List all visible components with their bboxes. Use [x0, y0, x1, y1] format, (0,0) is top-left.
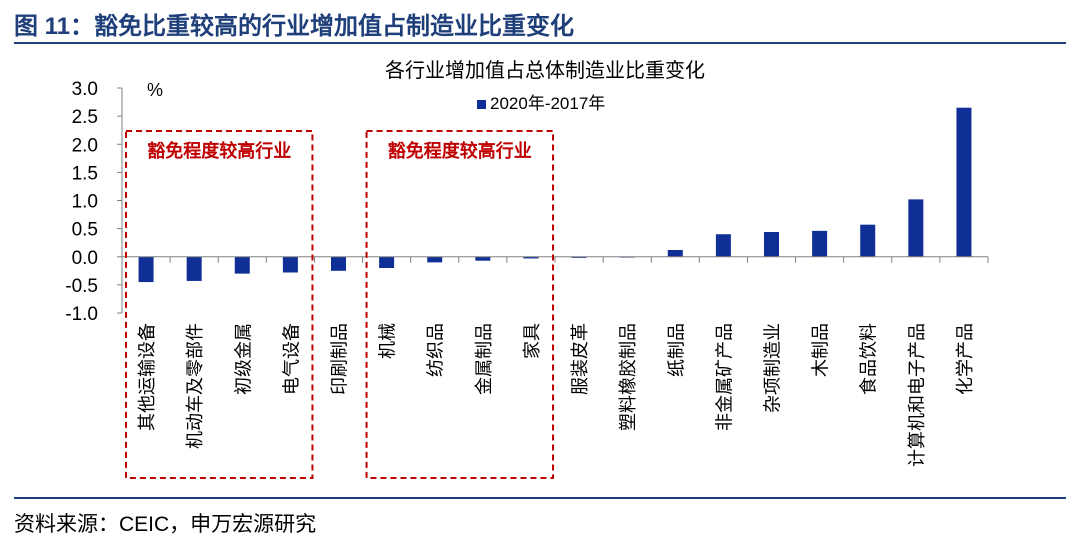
bars: [138, 107, 972, 283]
y-unit-label: %: [147, 80, 163, 100]
bar: [427, 256, 443, 263]
bar: [812, 230, 828, 257]
source-divider: [14, 497, 1066, 499]
bar: [282, 256, 298, 273]
axes: [117, 87, 989, 314]
annotation-boxes: 豁免程度较高行业 豁免程度较高行业: [125, 130, 554, 479]
bar: [523, 256, 539, 259]
annotation-box: [365, 130, 554, 479]
bar: [379, 256, 395, 268]
legend-swatch: [477, 100, 486, 109]
x-tick-label: 家具: [522, 323, 542, 359]
bar-chart: 各行业增加值占总体制造业比重变化 % 2020年-2017年 3.0 2.5 2.0…: [65, 59, 989, 479]
annotation-box: [125, 130, 314, 479]
x-tick-label: 杂项制造业: [763, 323, 783, 413]
bar: [138, 256, 154, 283]
annotation-label: 豁免程度较高行业: [388, 140, 532, 161]
x-tick-label: 机动车及零部件: [185, 323, 205, 449]
x-tick-label: 纺织品: [426, 323, 446, 377]
y-axis-tick-labels: 3.0 2.5 2.0 1.5 1.0 0.5 0.0 -0.5 -1.0: [65, 79, 98, 325]
bar: [764, 232, 779, 257]
x-tick-label: 非金属矿产品: [714, 323, 734, 431]
y-tick-label: -1.0: [65, 304, 98, 325]
x-tick-label: 木制品: [811, 323, 831, 377]
bar: [956, 107, 972, 257]
y-tick-label: 2.5: [72, 107, 98, 128]
bar: [475, 256, 491, 261]
x-tick-label: 计算机和电子产品: [907, 323, 927, 467]
x-tick-label: 食品饮料: [859, 323, 879, 395]
bar: [667, 250, 683, 257]
y-tick-label: 2.0: [72, 135, 98, 156]
legend: 2020年-2017年: [477, 94, 605, 113]
figure-title: 图 11：豁免比重较高的行业增加值占制造业比重变化: [14, 13, 575, 40]
y-tick-label: 3.0: [72, 79, 98, 100]
x-tick-label: 初级金属: [233, 323, 253, 395]
bar: [571, 256, 587, 258]
x-tick-label: 塑料橡胶制品: [618, 323, 638, 431]
source-note: 资料来源：CEIC，申万宏源研究: [14, 513, 317, 536]
y-tick-label: -0.5: [65, 276, 98, 297]
x-tick-label: 电气设备: [281, 323, 301, 395]
bar: [331, 256, 346, 271]
x-axis-tick-labels: 其他运输设备 机动车及零部件 初级金属 电气设备 印刷制品 机械 纺织品 金属制品 家具 服装皮革…: [137, 323, 975, 467]
legend-label: 2020年-2017年: [490, 94, 605, 113]
x-tick-label: 印刷制品: [330, 323, 350, 395]
y-tick-label: 1.5: [72, 163, 98, 184]
chart-title: 各行业增加值占总体制造业比重变化: [385, 59, 705, 82]
title-divider: [14, 42, 1066, 44]
x-tick-label: 金属制品: [474, 323, 494, 395]
annotation-label: 豁免程度较高行业: [147, 140, 291, 161]
x-tick-label: 其他运输设备: [137, 323, 157, 431]
y-tick-label: 0.0: [72, 248, 98, 269]
x-tick-label: 服装皮革: [570, 323, 590, 395]
x-tick-label: 化学产品: [955, 323, 975, 395]
bar: [234, 256, 250, 274]
y-tick-label: 1.0: [72, 192, 98, 213]
x-tick-label: 纸制品: [666, 323, 686, 377]
bar: [908, 199, 924, 257]
bar: [860, 224, 876, 257]
bar: [715, 234, 731, 257]
bar: [186, 256, 202, 281]
y-tick-label: 0.5: [72, 220, 98, 241]
x-tick-label: 机械: [378, 323, 398, 359]
